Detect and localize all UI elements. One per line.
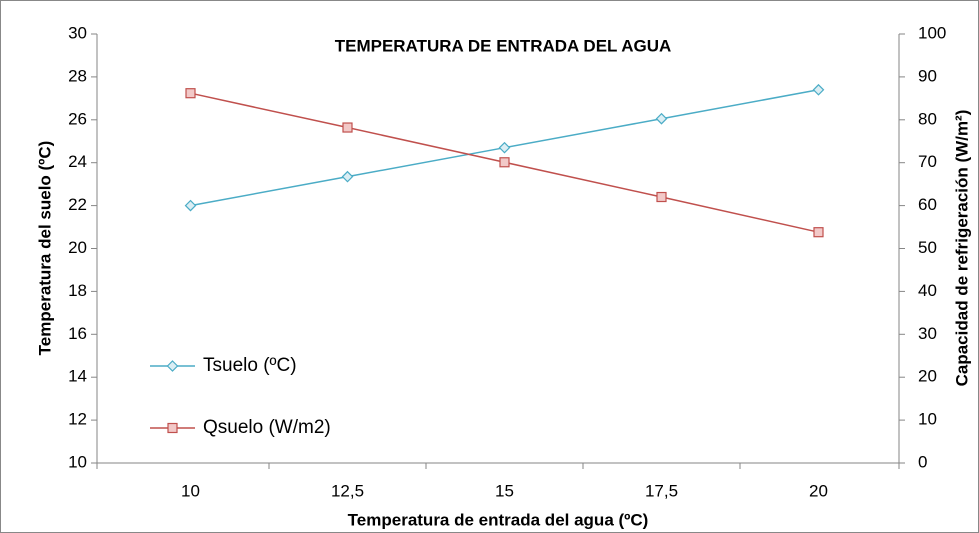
- y-tick-label: 16: [68, 324, 87, 343]
- chart-title: TEMPERATURA DE ENTRADA DEL AGUA: [335, 36, 672, 55]
- x-tick-label: 15: [495, 481, 514, 500]
- y-tick-label: 10: [68, 452, 87, 471]
- y2-tick-label: 10: [918, 410, 937, 429]
- y2-tick-label: 40: [918, 281, 937, 300]
- y2-tick-label: 100: [918, 23, 946, 42]
- point: [185, 88, 196, 99]
- y2-tick-label: 60: [918, 195, 937, 214]
- x-tick-label: 12,5: [331, 481, 364, 500]
- y-tick-label: 28: [68, 66, 87, 85]
- point: [341, 170, 354, 183]
- x-axis-title: Temperatura de entrada del agua (ºC): [348, 510, 649, 529]
- y2-tick-label: 20: [918, 367, 937, 386]
- y-tick-label: 30: [68, 23, 87, 42]
- point: [499, 157, 510, 168]
- y-tick-label: 18: [68, 281, 87, 300]
- point: [655, 112, 668, 125]
- y2-tick-label: 70: [918, 152, 937, 171]
- y-tick-label: 24: [68, 152, 87, 171]
- point: [184, 199, 197, 212]
- y-tick-label: 20: [68, 238, 87, 257]
- legend-label: Tsuelo (ºC): [203, 355, 297, 376]
- y-tick-label: 14: [68, 367, 87, 386]
- y2-tick-label: 30: [918, 324, 937, 343]
- legend-marker: [167, 422, 178, 434]
- x-tick-label: 17,5: [645, 481, 678, 500]
- x-tick-label: 10: [181, 481, 200, 500]
- point: [812, 83, 825, 96]
- point: [813, 227, 824, 238]
- y-tick-label: 12: [68, 410, 87, 429]
- y-tick-label: 22: [68, 195, 87, 214]
- legend-marker: [166, 360, 179, 372]
- x-tick-label: 20: [809, 481, 828, 500]
- legend-label: Qsuelo (W/m2): [203, 417, 331, 438]
- y2-tick-label: 90: [918, 66, 937, 85]
- y2-tick-label: 80: [918, 109, 937, 128]
- point: [656, 191, 667, 203]
- point: [342, 122, 353, 133]
- point: [498, 141, 511, 154]
- y-axis-title: Temperatura del suelo (ºC): [35, 141, 54, 356]
- y2-tick-label: 50: [918, 238, 937, 257]
- y2-axis-title: Capacidad de refrigeración (W/m²): [952, 110, 971, 387]
- y2-tick-label: 0: [918, 452, 927, 471]
- y-tick-label: 26: [68, 109, 87, 128]
